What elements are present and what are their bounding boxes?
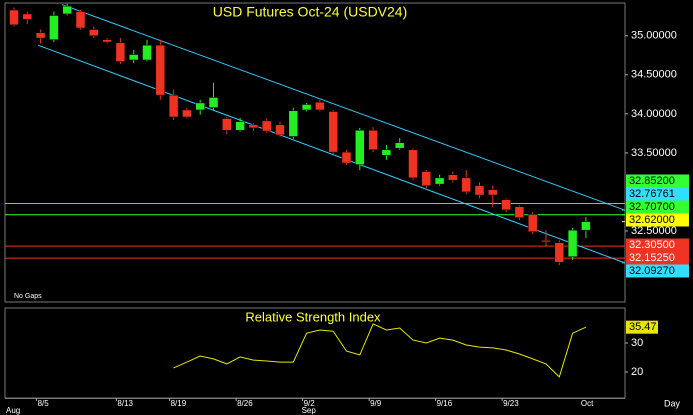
- candle-body: [9, 9, 19, 26]
- candle-body: [62, 5, 72, 15]
- level-label-box: [626, 251, 689, 265]
- rsi-value-box: [626, 320, 658, 334]
- rsi-value-label: 35.47: [629, 321, 657, 333]
- level-label: 32.76761: [629, 188, 675, 200]
- annotation: No Gaps: [14, 293, 42, 300]
- candle-body: [235, 121, 245, 131]
- x-tick-label: 8/26: [237, 399, 253, 408]
- level-label: 32.15250: [629, 252, 675, 264]
- channel-line: [61, 4, 625, 211]
- y-tick-label: 34.50000: [631, 69, 677, 81]
- candle-body: [168, 94, 179, 118]
- candle-body: [421, 171, 432, 186]
- candle-body: [355, 130, 365, 165]
- candle-body: [434, 177, 445, 185]
- chart-title: USD Futures Oct-24 (USDV24): [213, 4, 408, 20]
- y-tick-label: 32.50000: [631, 225, 677, 237]
- level-label: 32.09270: [629, 265, 675, 277]
- level-label-box: [626, 213, 689, 227]
- level-label-box: [626, 200, 689, 214]
- candle-body: [554, 242, 565, 263]
- candle-body: [208, 97, 219, 108]
- x-tick-label: 9/9: [370, 399, 382, 408]
- candle-body: [222, 118, 232, 131]
- candle-body: [341, 151, 352, 164]
- candle-body: [541, 240, 551, 243]
- candle-body: [275, 124, 285, 136]
- candle-body: [102, 39, 112, 43]
- candle-body: [155, 44, 166, 96]
- candle-body: [89, 29, 99, 37]
- candle-body: [448, 174, 458, 181]
- candle-body: [394, 142, 405, 149]
- x-tick-label: 8/13: [117, 399, 133, 408]
- candle-body: [248, 124, 259, 129]
- x-tick-label: 9/2: [304, 399, 316, 408]
- candle-body: [461, 177, 471, 193]
- candle-body: [49, 15, 59, 40]
- candle-body: [315, 101, 325, 111]
- rsi-y-tick-label: 30: [631, 337, 643, 349]
- candle-body: [301, 104, 312, 111]
- candle-body: [501, 199, 511, 211]
- candle-body: [381, 149, 392, 156]
- candle-body: [261, 120, 272, 132]
- candle-body: [35, 32, 46, 39]
- candle-body: [115, 42, 126, 62]
- x-unit: Day: [664, 398, 681, 408]
- candle-body: [514, 206, 525, 218]
- candle-body: [328, 111, 338, 153]
- x-tick-label: 9/16: [437, 399, 453, 408]
- candle-body: [488, 189, 498, 196]
- candle-body: [581, 221, 591, 231]
- candle-body: [288, 110, 299, 137]
- level-label-box: [626, 174, 689, 188]
- candle-body: [182, 109, 192, 118]
- month-label: Sep: [302, 406, 317, 415]
- x-tick-label: 8/19: [171, 399, 187, 408]
- month-label: Oct: [581, 399, 594, 408]
- level-label: 32.85200: [629, 175, 675, 187]
- candle-body: [527, 214, 538, 232]
- candle-body: [368, 130, 378, 151]
- level-label: 32.70700: [629, 201, 675, 213]
- level-label-box: [626, 264, 689, 278]
- candle-body: [75, 11, 86, 29]
- candle-body: [142, 44, 152, 61]
- x-tick-label: 8/5: [38, 399, 50, 408]
- level-label-box: [626, 238, 689, 252]
- rsi-title: Relative Strength Index: [245, 309, 381, 324]
- level-label: 32.30500: [629, 239, 675, 251]
- rsi-y-tick-label: 20: [631, 366, 643, 378]
- candle-body: [474, 185, 485, 196]
- month-label: Aug: [6, 406, 20, 415]
- y-tick-label: 34.00000: [631, 108, 677, 120]
- candle-body: [128, 54, 139, 61]
- candle-body: [22, 13, 33, 20]
- candle-body: [567, 229, 578, 257]
- x-tick-label: 9/23: [503, 399, 519, 408]
- y-tick-label: 35.00000: [631, 30, 677, 42]
- level-label: 32.62000: [629, 214, 675, 226]
- rsi-line: [173, 323, 587, 378]
- candle-body: [195, 102, 205, 111]
- level-label-box: [626, 187, 689, 201]
- candle-body: [408, 149, 418, 179]
- y-tick-label: 33.50000: [631, 147, 677, 159]
- channel-line: [37, 44, 625, 264]
